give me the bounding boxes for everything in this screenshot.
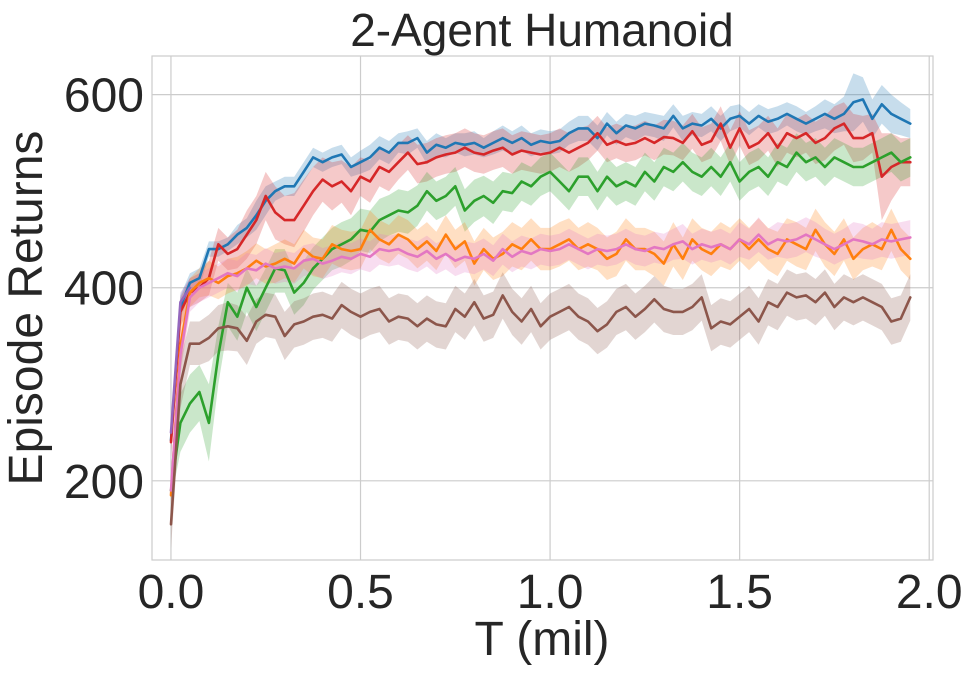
chart-title: 2-Agent Humanoid	[350, 4, 734, 56]
x-axis-label: T (mil)	[474, 613, 609, 666]
x-tick-label: 0.5	[327, 566, 394, 619]
grid	[152, 56, 933, 560]
series-band-6	[171, 269, 911, 549]
y-tick-labels: 200 400 600	[64, 70, 144, 509]
x-tick-label: 0.0	[138, 566, 205, 619]
plot-frame	[151, 55, 934, 561]
series-band-5	[171, 217, 911, 505]
series-line-5	[169, 233, 912, 492]
series-band-3	[171, 133, 911, 501]
y-tick-label: 600	[64, 70, 144, 123]
series-line-3	[169, 151, 912, 492]
x-tick-label: 2.0	[896, 566, 963, 619]
series-line-1	[169, 98, 912, 442]
series-line-6	[169, 291, 912, 526]
x-tick-label: 1.5	[706, 566, 773, 619]
series-band-1	[171, 73, 911, 452]
x-tick-labels: 0.0 0.5 1.0 1.5 2.0	[138, 566, 963, 619]
y-axis-label: Episode Returns	[0, 131, 53, 486]
series-lines	[169, 98, 912, 526]
y-tick-label: 400	[64, 263, 144, 316]
series-band-4	[171, 208, 911, 510]
series-band-2	[171, 102, 911, 457]
series-line-2	[169, 122, 912, 444]
x-tick-label: 1.0	[517, 566, 584, 619]
series-line-7	[169, 286, 192, 434]
y-tick-label: 200	[64, 456, 144, 509]
